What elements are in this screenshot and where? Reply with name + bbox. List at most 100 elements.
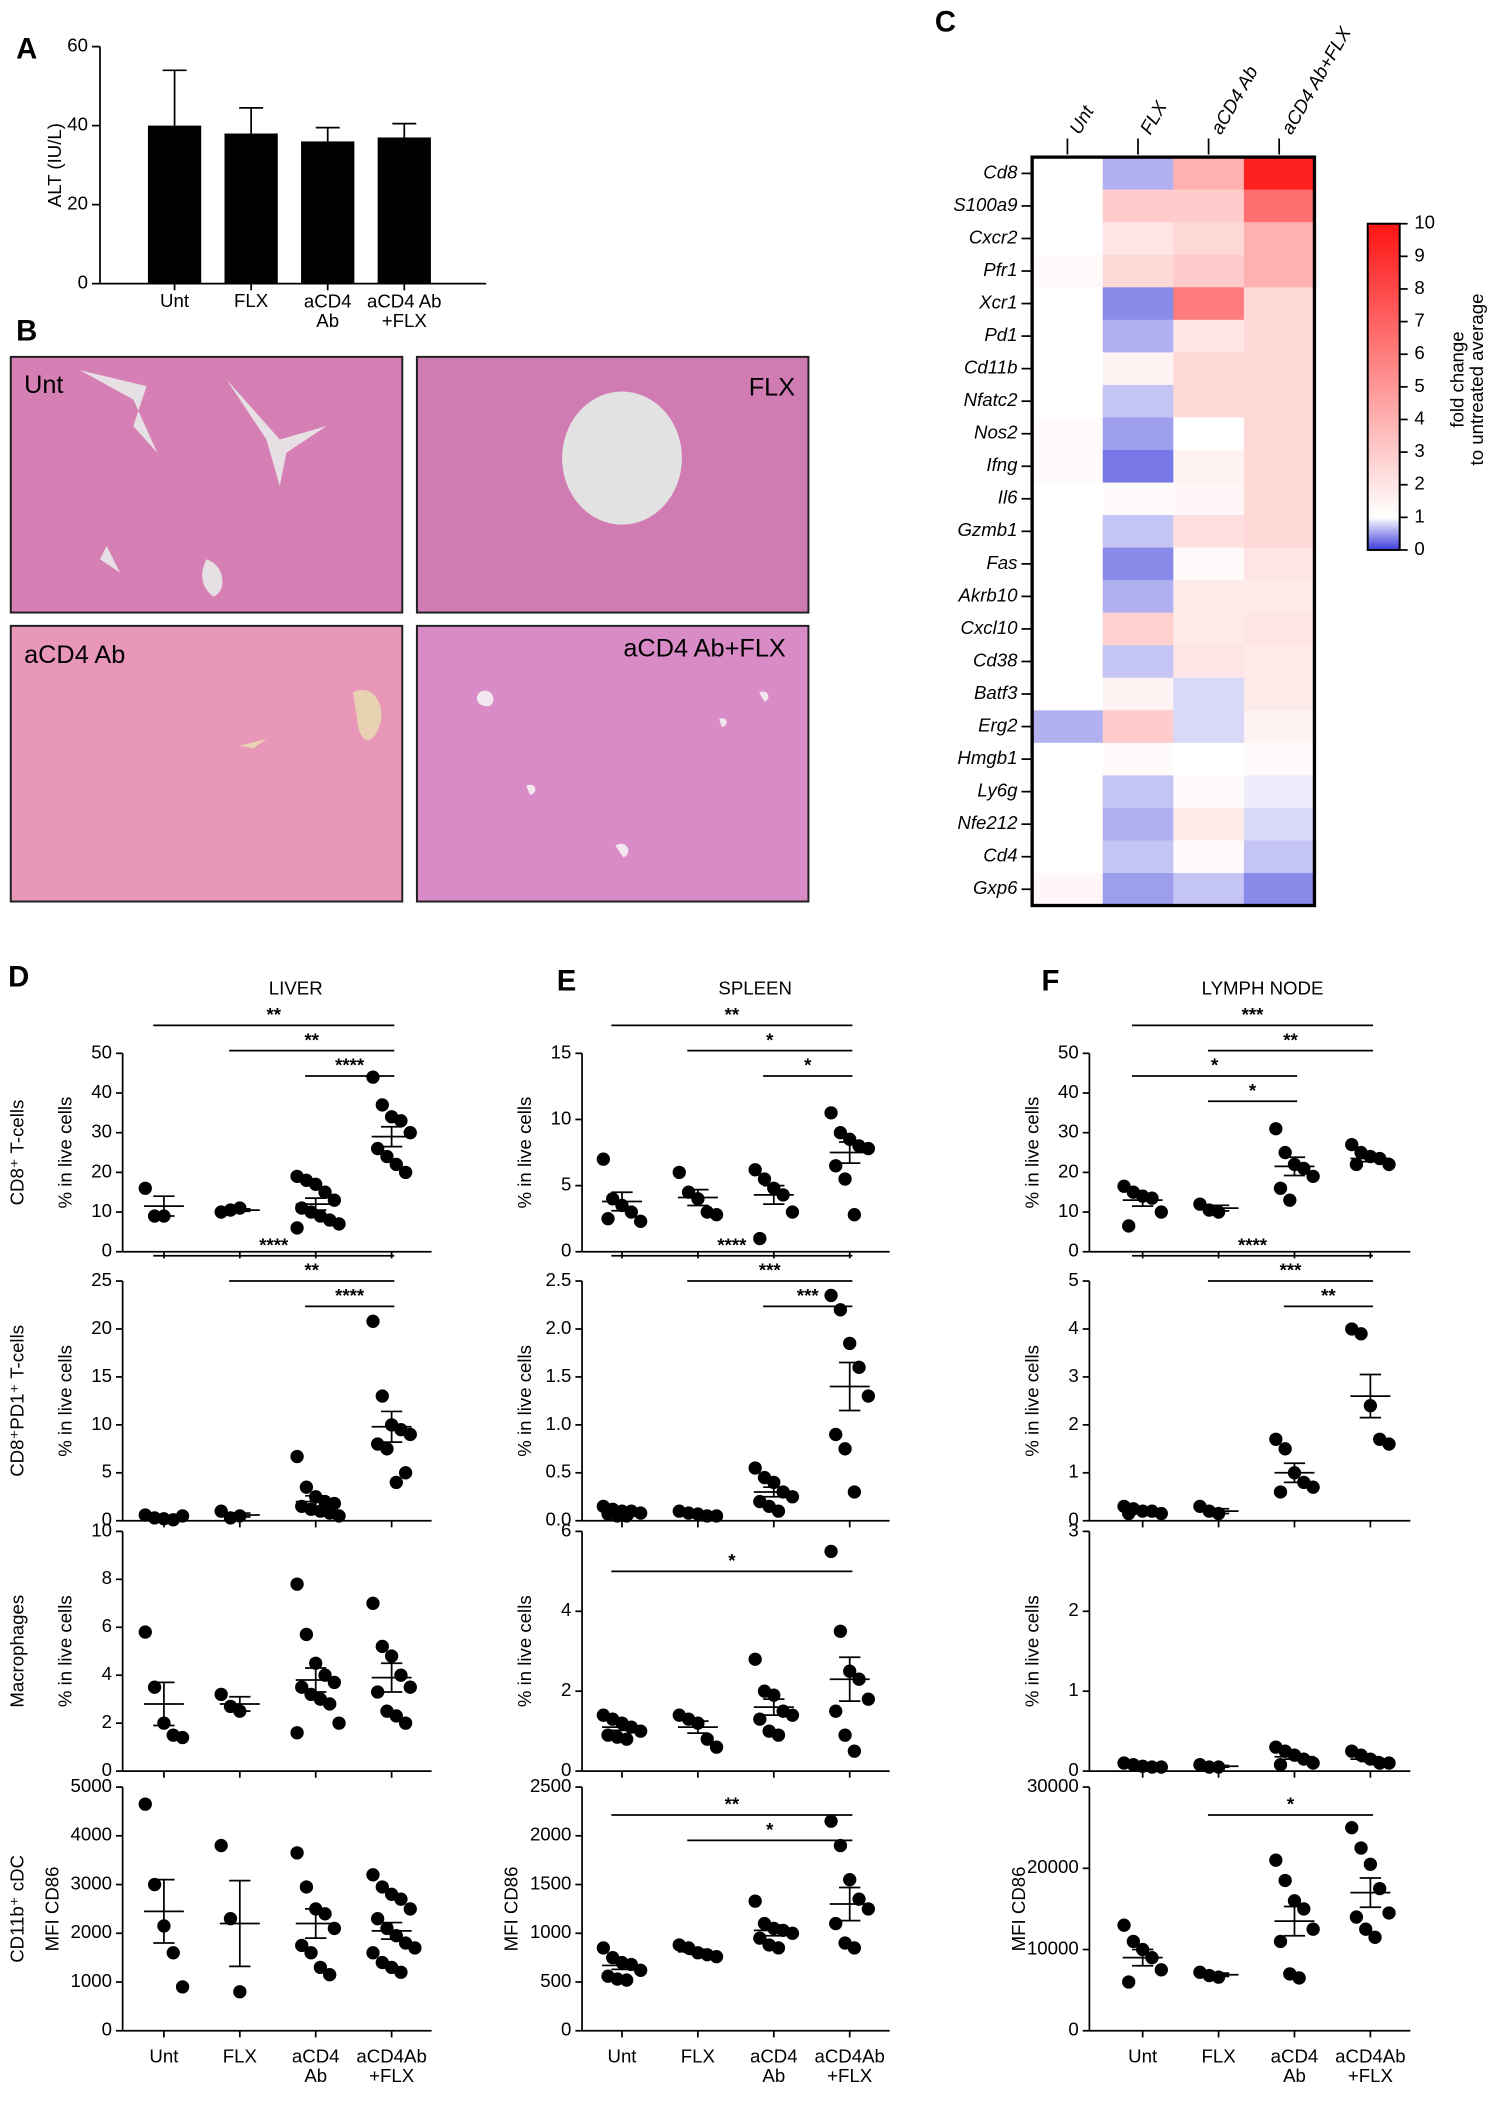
dot [384, 1649, 399, 1663]
dot [332, 1217, 346, 1231]
heatmap-cell [1173, 580, 1245, 614]
dot [375, 1880, 389, 1894]
dot [596, 1152, 611, 1166]
dot [290, 1221, 304, 1235]
heatmap-cell [1243, 189, 1315, 223]
dot [389, 1709, 403, 1723]
heatmap-cell [1032, 840, 1104, 874]
heatmap-cell [1173, 775, 1245, 809]
heatmap-cell [1173, 417, 1245, 451]
dot [295, 1938, 309, 1953]
vessel [239, 689, 382, 749]
y-tick-label: 0 [561, 1240, 571, 1261]
heatmap-cell [1102, 287, 1174, 321]
colorbar-tick-label: 9 [1414, 244, 1424, 265]
row-label: Nos2 [974, 422, 1018, 443]
significance-label: **** [1238, 1234, 1268, 1255]
heatmap-cell [1243, 515, 1315, 548]
dot [833, 1303, 848, 1317]
dot [408, 1941, 422, 1955]
dot [829, 1159, 843, 1173]
heatmap-cell [1243, 547, 1315, 581]
row-label: Erg2 [978, 714, 1018, 735]
significance-label: ** [267, 1004, 282, 1025]
dot [175, 1980, 190, 1994]
heatmap-cell [1032, 189, 1104, 223]
column-title: LYMPH NODE [1202, 977, 1324, 998]
dot [366, 1596, 380, 1610]
x-tick-label: aCD4 Ab +FLX [367, 290, 442, 331]
heatmap-cell [1102, 157, 1174, 191]
y-tick-label: 2000 [71, 1921, 112, 1942]
dot [1382, 1437, 1396, 1451]
dot [852, 1892, 866, 1906]
dot [366, 1314, 380, 1328]
y-tick-label: 20 [91, 1160, 112, 1181]
dot [748, 1652, 762, 1666]
dot [327, 1921, 342, 1936]
dot [394, 1965, 408, 1979]
heatmap-cell [1102, 384, 1174, 418]
bar [377, 137, 431, 284]
y-tick-label: 15 [551, 1041, 572, 1062]
heatmap-cell [1243, 222, 1315, 256]
heatmap-cell [1032, 742, 1104, 776]
dot [620, 1732, 634, 1746]
y-tick-label: 0 [102, 1759, 112, 1780]
dot [847, 1744, 862, 1758]
y-tick-label: 0 [102, 1509, 112, 1530]
y-tick-label: 2 [1068, 1599, 1078, 1620]
heatmap-cell [1032, 612, 1104, 646]
heatmap-cell [1102, 807, 1174, 841]
dot [1354, 1327, 1368, 1341]
significance-label: **** [335, 1055, 365, 1076]
dot [214, 1687, 228, 1702]
panel-label: B [16, 315, 37, 348]
x-tick-label: Unt [1128, 2045, 1158, 2066]
y-tick-label: 0 [1068, 1240, 1078, 1261]
dot [223, 1911, 238, 1926]
y-tick-label: 40 [1058, 1081, 1079, 1102]
bar [301, 141, 355, 284]
y-tick-label: 40 [91, 1081, 112, 1102]
heatmap-cell [1243, 449, 1315, 483]
heatmap-cell [1243, 319, 1315, 353]
dot [327, 1675, 342, 1690]
heatmap-cell [1243, 645, 1315, 679]
significance-label: ** [1283, 1029, 1298, 1050]
dot [829, 1427, 843, 1442]
y-tick-label: 2 [1068, 1413, 1078, 1434]
row-label: Gzmb1 [957, 519, 1017, 540]
heatmap-cell [1032, 547, 1104, 581]
image-label: FLX [749, 374, 796, 402]
bar [224, 133, 278, 284]
colorbar-tick-label: 6 [1414, 342, 1424, 363]
y-tick-label: 0 [1068, 2019, 1078, 2040]
heatmap-cell [1173, 515, 1245, 548]
significance-label: ** [725, 1794, 740, 1815]
dot [785, 1205, 800, 1219]
row-label: Ly6g [977, 780, 1018, 801]
y-tick-label: 0 [1068, 1759, 1078, 1780]
y-tick-label: 0 [102, 1240, 112, 1261]
y-tick-label: 5000 [71, 1775, 112, 1796]
dot [370, 1685, 385, 1699]
x-tick-label: Unt [608, 2045, 638, 2066]
y-tick-label: 5 [561, 1174, 571, 1195]
dot [295, 1680, 309, 1694]
heatmap-cell [1173, 677, 1245, 711]
dot [1363, 1857, 1378, 1871]
row-label: Cxcr2 [969, 226, 1018, 247]
dot [709, 1208, 724, 1222]
dot [833, 1624, 848, 1638]
dot [838, 1728, 852, 1742]
dot [290, 1846, 304, 1860]
column-title: LIVER [269, 977, 323, 998]
dot [1122, 1975, 1136, 1989]
significance-label: ** [1321, 1285, 1336, 1306]
dot [709, 1509, 724, 1523]
heatmap-cell [1243, 677, 1315, 711]
dot [771, 1504, 786, 1518]
dot [1278, 1145, 1292, 1160]
column-label: Unt [1065, 101, 1098, 137]
